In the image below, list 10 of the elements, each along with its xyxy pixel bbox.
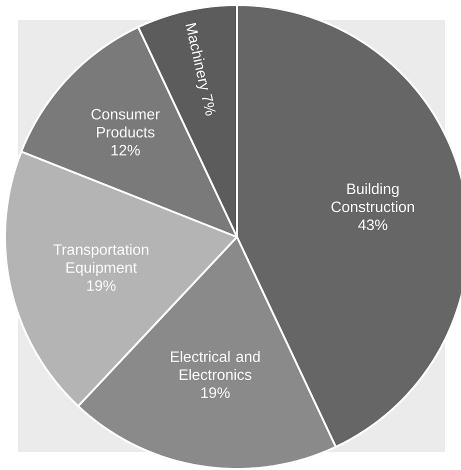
slice-label: Consumer Products xyxy=(92,108,160,138)
slice-label: Transportation Equipment xyxy=(53,244,148,276)
slice-label: Machinery xyxy=(186,22,208,90)
data-label: 43% xyxy=(358,220,388,230)
slice-label: Electrical and Electronics xyxy=(171,350,260,380)
data-label: 7% xyxy=(202,94,216,116)
slice-label: Building Construction xyxy=(332,183,414,212)
data-label: 19% xyxy=(87,280,116,291)
data-label: 19% xyxy=(201,387,230,398)
data-label: 12% xyxy=(112,144,140,156)
